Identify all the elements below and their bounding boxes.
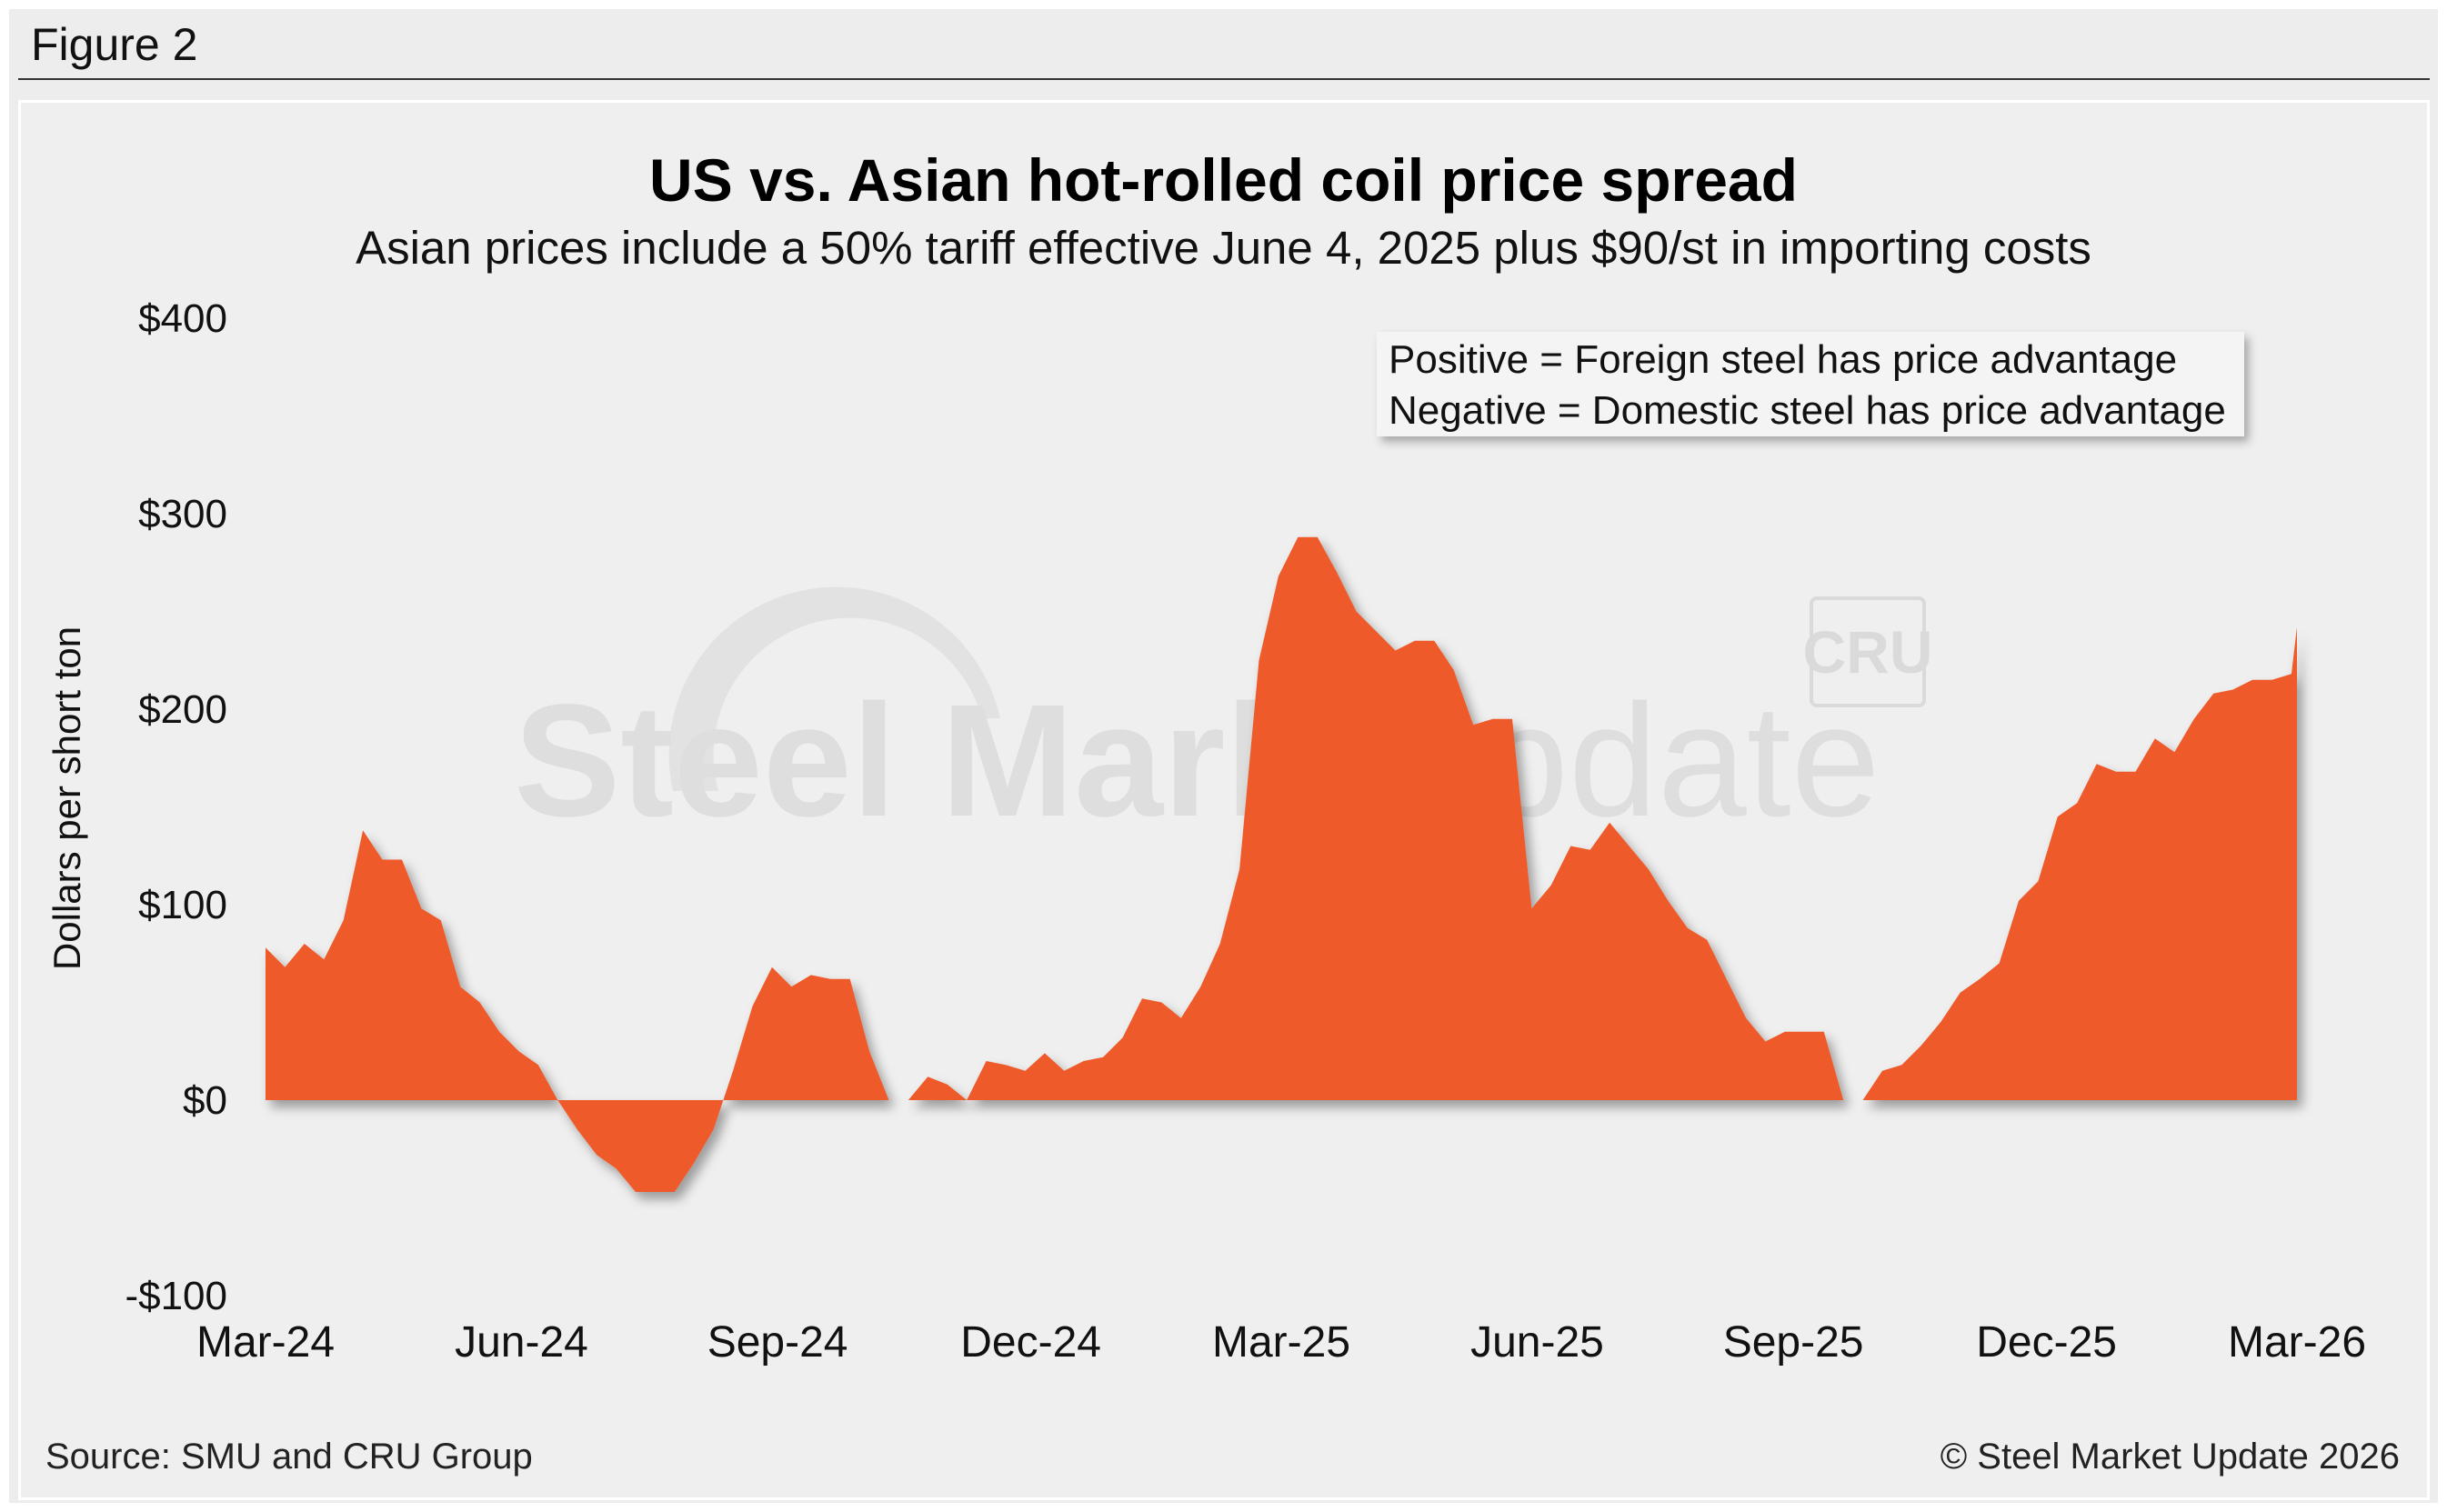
y-tick-label: -$100 [125, 1274, 227, 1318]
chart-subtitle: Asian prices include a 50% tariff effect… [356, 222, 2091, 274]
figure-divider [18, 78, 2430, 80]
y-tick-label: $300 [138, 492, 227, 536]
y-tick-label: $400 [138, 296, 227, 341]
annotation-line-1: Positive = Foreign steel has price advan… [1389, 337, 2177, 382]
x-tick-label: Sep-24 [707, 1318, 848, 1367]
area-series [266, 536, 2297, 1192]
annotation-box: Positive = Foreign steel has price advan… [1377, 332, 2244, 436]
x-tick-label: Jun-24 [455, 1318, 588, 1367]
x-tick-label: Mar-26 [2228, 1318, 2366, 1367]
watermark-logo-box [1810, 596, 1926, 707]
x-axis: Mar-24 Jun-24 Sep-24 Dec-24 Mar-25 Jun-25 Sep-… [196, 1318, 2366, 1367]
x-tick-label: Mar-24 [196, 1318, 335, 1367]
figure-label: Figure 2 [31, 19, 198, 70]
watermark-swoosh-icon [668, 586, 1000, 791]
area-fill [266, 536, 2297, 1192]
y-tick-label: $100 [138, 883, 227, 927]
chart-title: US vs. Asian hot-rolled coil price sprea… [649, 146, 1798, 214]
x-tick-label: Dec-25 [1976, 1318, 2117, 1367]
x-tick-label: Jun-25 [1470, 1318, 1604, 1367]
watermark: Steel Market Update CRU [514, 586, 1933, 850]
y-tick-label: $200 [138, 687, 227, 732]
y-tick-label: $0 [183, 1078, 227, 1123]
x-tick-label: Dec-24 [960, 1318, 1101, 1367]
source-note: Source: SMU and CRU Group [45, 1437, 533, 1477]
y-axis: $400 $300 $200 $100 $0 -$100 [125, 296, 227, 1318]
x-tick-label: Mar-25 [1212, 1318, 1350, 1367]
y-axis-label: Dollars per short ton [45, 626, 88, 970]
annotation-line-2: Negative = Domestic steel has price adva… [1389, 388, 2226, 433]
watermark-logo-text: CRU [1803, 618, 1933, 686]
copyright-note: © Steel Market Update 2026 [1940, 1437, 2400, 1477]
x-tick-label: Sep-25 [1723, 1318, 1864, 1367]
